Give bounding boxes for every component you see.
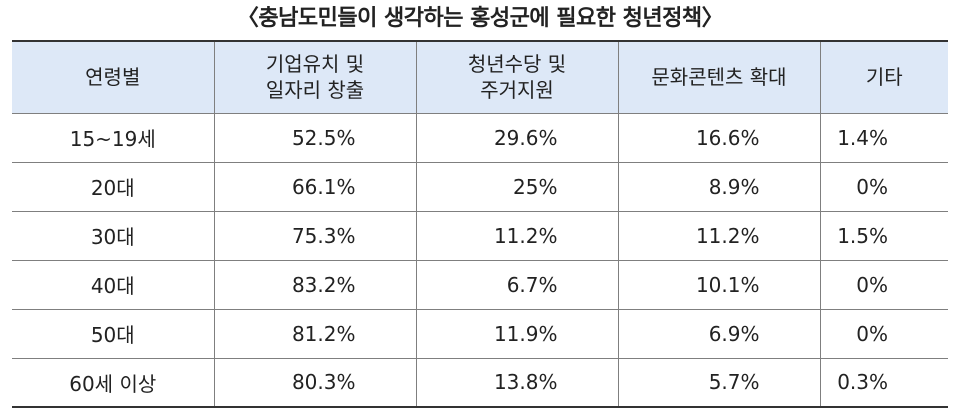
percentage-cell: 0% xyxy=(819,259,948,310)
age-group-cell: 30대 xyxy=(12,210,215,261)
percentage-cell: 80.3% xyxy=(213,357,417,408)
header-line: 주거지원 xyxy=(480,78,554,103)
percentage-cell: 0.3% xyxy=(819,357,948,408)
column-header-allowance: 청년수당 및 주거지원 xyxy=(415,40,619,114)
table-row: 60세 이상 80.3% 13.8% 5.7% 0.3% xyxy=(12,357,948,408)
percentage-cell: 52.5% xyxy=(213,112,417,163)
percentage-cell: 83.2% xyxy=(213,259,417,310)
age-group-cell: 50대 xyxy=(12,308,215,359)
header-line: 기업유치 및 xyxy=(265,52,365,77)
header-line: 청년수당 및 xyxy=(467,52,567,77)
percentage-cell: 0% xyxy=(819,161,948,212)
age-group-cell: 15~19세 xyxy=(12,112,215,163)
header-line: 문화콘텐츠 확대 xyxy=(651,65,787,90)
table-title: 〈충남도민들이 생각하는 홍성군에 필요한 청년정책〉 xyxy=(236,6,724,31)
column-header-jobs: 기업유치 및 일자리 창출 xyxy=(213,40,417,114)
table-row: 40대 83.2% 6.7% 10.1% 0% xyxy=(12,259,948,310)
percentage-cell: 81.2% xyxy=(213,308,417,359)
percentage-cell: 11.9% xyxy=(415,308,619,359)
header-line: 일자리 창출 xyxy=(265,78,365,103)
percentage-cell: 13.8% xyxy=(415,357,619,408)
percentage-cell: 29.6% xyxy=(415,112,619,163)
percentage-cell: 11.2% xyxy=(617,210,821,261)
age-group-cell: 60세 이상 xyxy=(12,357,215,408)
percentage-cell: 6.9% xyxy=(617,308,821,359)
table-row: 30대 75.3% 11.2% 11.2% 1.5% xyxy=(12,210,948,261)
header-row: 연령별 기업유치 및 일자리 창출 청년수당 및 주거지원 문화콘텐츠 확대 기… xyxy=(12,40,948,114)
column-header-age: 연령별 xyxy=(12,40,215,114)
percentage-cell: 1.5% xyxy=(819,210,948,261)
percentage-cell: 8.9% xyxy=(617,161,821,212)
percentage-cell: 6.7% xyxy=(415,259,619,310)
percentage-cell: 66.1% xyxy=(213,161,417,212)
percentage-cell: 11.2% xyxy=(415,210,619,261)
table-row: 15~19세 52.5% 29.6% 16.6% 1.4% xyxy=(12,112,948,163)
percentage-cell: 5.7% xyxy=(617,357,821,408)
table-row: 50대 81.2% 11.9% 6.9% 0% xyxy=(12,308,948,359)
column-header-culture: 문화콘텐츠 확대 xyxy=(617,40,821,114)
age-group-cell: 20대 xyxy=(12,161,215,212)
percentage-cell: 1.4% xyxy=(819,112,948,163)
age-group-cell: 40대 xyxy=(12,259,215,310)
percentage-cell: 0% xyxy=(819,308,948,359)
percentage-cell: 75.3% xyxy=(213,210,417,261)
percentage-cell: 16.6% xyxy=(617,112,821,163)
table-body: 15~19세 52.5% 29.6% 16.6% 1.4% 20대 66.1% 25% 8.9%… xyxy=(12,112,948,408)
percentage-cell: 10.1% xyxy=(617,259,821,310)
table-row: 20대 66.1% 25% 8.9% 0% xyxy=(12,161,948,212)
header-line: 기타 xyxy=(865,65,903,90)
header-line: 연령별 xyxy=(85,65,141,90)
column-header-other: 기타 xyxy=(819,40,948,114)
percentage-cell: 25% xyxy=(415,161,619,212)
youth-policy-table: 연령별 기업유치 및 일자리 창출 청년수당 및 주거지원 문화콘텐츠 확대 기… xyxy=(12,40,948,408)
